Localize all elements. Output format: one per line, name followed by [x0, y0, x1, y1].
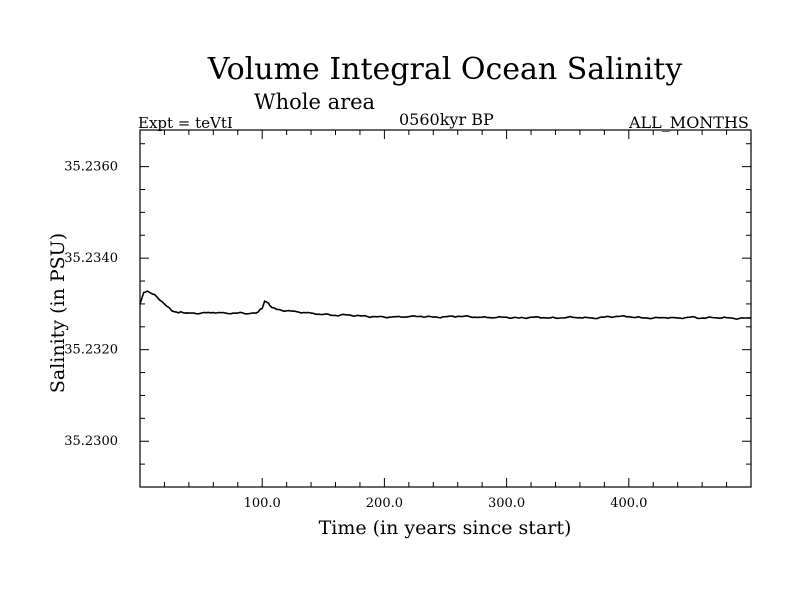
axis-ticks	[140, 130, 751, 487]
experiment-label: Expt = teVtI	[138, 114, 233, 132]
period-label: 0560kyr BP	[399, 110, 494, 129]
series-layer	[139, 290, 752, 321]
y-tick-label: 35.2360	[64, 160, 118, 175]
x-tick-label: 200.0	[366, 496, 403, 511]
x-axis-label: Time (in years since start)	[318, 517, 572, 539]
x-tick-label: 100.0	[244, 496, 281, 511]
y-tick-label: 35.2340	[64, 251, 118, 266]
chart-subtitle: Whole area	[254, 90, 376, 114]
axis-tick-labels: 100.0 200.0 300.0 400.0 35.2300 35.2320 35.234…	[64, 160, 647, 511]
y-axis-label: Salinity (in PSU)	[47, 232, 69, 394]
series-line-0	[139, 290, 752, 321]
plot-frame	[139, 129, 752, 488]
y-tick-label: 35.2320	[64, 343, 118, 358]
x-tick-label: 300.0	[488, 496, 525, 511]
y-tick-label: 35.2300	[64, 434, 118, 449]
months-label: ALL_MONTHS	[629, 113, 749, 132]
x-tick-label: 400.0	[610, 496, 647, 511]
chart-title: Volume Integral Ocean Salinity	[207, 52, 683, 87]
